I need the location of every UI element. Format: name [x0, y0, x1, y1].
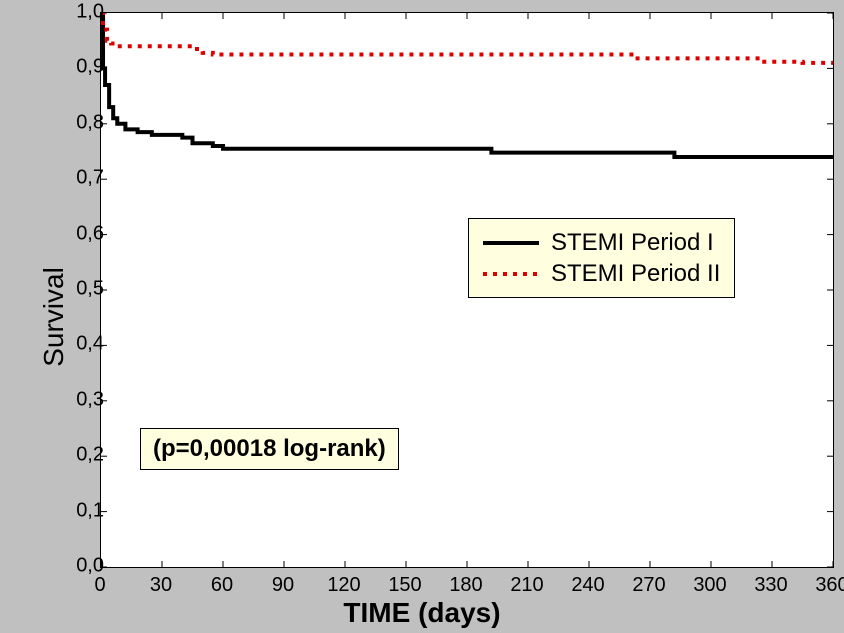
- legend-label: STEMI Period I: [551, 227, 714, 258]
- y-tick-label: 1,0: [56, 1, 104, 24]
- legend-swatch: [483, 262, 539, 286]
- pvalue-annotation: (p=0,00018 log-rank): [140, 428, 399, 470]
- y-tick-label: 0,2: [56, 444, 104, 467]
- legend-label: STEMI Period II: [551, 258, 720, 289]
- x-axis-label: TIME (days): [0, 597, 844, 629]
- legend-item: STEMI Period I: [483, 227, 720, 258]
- y-tick-label: 0,7: [56, 167, 104, 190]
- x-tick-label: 180: [449, 574, 482, 597]
- series-stemi-period-ii: [101, 13, 833, 64]
- x-tick-label: 300: [693, 574, 726, 597]
- x-tick-label: 60: [211, 574, 233, 597]
- legend-item: STEMI Period II: [483, 258, 720, 289]
- y-tick-label: 0,8: [56, 111, 104, 134]
- y-tick-label: 0,1: [56, 499, 104, 522]
- y-tick-label: 0,6: [56, 222, 104, 245]
- legend-swatch: [483, 231, 539, 255]
- x-tick-label: 150: [388, 574, 421, 597]
- x-tick-label: 270: [632, 574, 665, 597]
- y-tick-label: 0,9: [56, 56, 104, 79]
- y-tick-label: 0,4: [56, 333, 104, 356]
- x-tick-label: 0: [94, 574, 105, 597]
- y-tick-label: 0,5: [56, 278, 104, 301]
- x-tick-label: 210: [510, 574, 543, 597]
- chart-container: Survival TIME (days) 0,00,10,20,30,40,50…: [0, 0, 844, 633]
- x-tick-label: 240: [571, 574, 604, 597]
- x-tick-label: 30: [150, 574, 172, 597]
- x-tick-label: 120: [327, 574, 360, 597]
- x-tick-label: 360: [815, 574, 844, 597]
- x-tick-label: 90: [272, 574, 294, 597]
- legend-box: STEMI Period ISTEMI Period II: [468, 218, 735, 298]
- series-stemi-period-i: [101, 13, 833, 157]
- y-tick-label: 0,3: [56, 388, 104, 411]
- x-tick-label: 330: [754, 574, 787, 597]
